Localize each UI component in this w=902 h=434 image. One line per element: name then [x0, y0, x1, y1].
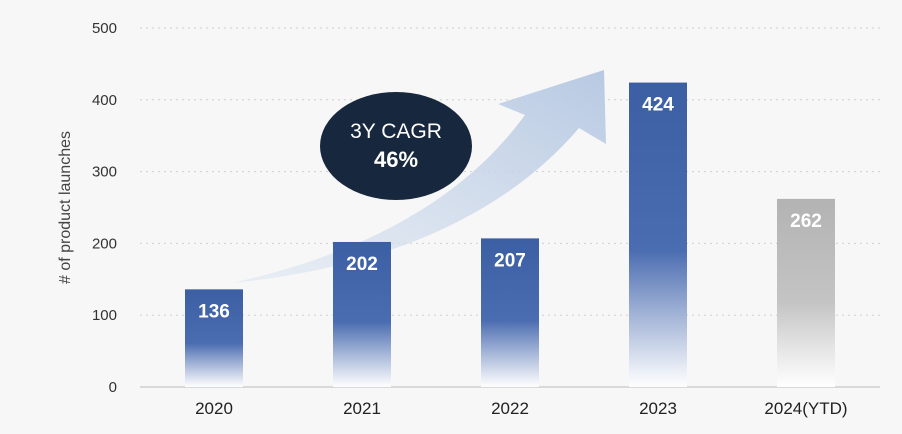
y-axis-ticks: 0 100 200 300 400 500 [92, 20, 117, 396]
y-tick-label: 400 [92, 92, 117, 109]
cagr-label: 3Y CAGR [350, 120, 442, 143]
y-tick-label: 300 [92, 164, 117, 181]
growth-arrow [232, 70, 606, 283]
y-tick-label: 0 [109, 379, 117, 396]
y-tick-label: 500 [92, 20, 117, 37]
cagr-annotation: 3Y CAGR 46% [320, 92, 472, 200]
data-label: 207 [494, 250, 526, 271]
data-label: 202 [346, 254, 378, 275]
x-tick-label: 2023 [639, 399, 677, 418]
x-tick-label: 2020 [195, 399, 233, 418]
y-tick-label: 200 [92, 235, 117, 252]
cagr-bubble [320, 92, 472, 200]
y-tick-label: 100 [92, 307, 117, 324]
bar-2020 [185, 289, 243, 387]
x-tick-label: 2021 [343, 399, 381, 418]
bar-2021 [333, 241, 391, 387]
x-tick-label: 2022 [491, 399, 529, 418]
growth-arrow-body [232, 70, 606, 283]
x-tick-label: 2024(YTD) [764, 399, 847, 418]
cagr-value: 46% [374, 147, 418, 172]
bar-2024-ytd- [777, 198, 835, 387]
bars [185, 82, 835, 388]
bar-2023 [629, 82, 687, 388]
data-label: 424 [642, 95, 674, 116]
data-label: 262 [790, 211, 822, 232]
x-axis-ticks: 2020 2021 2022 2023 2024(YTD) [195, 399, 847, 418]
data-label: 136 [198, 301, 230, 322]
data-labels: 136 202 207 424 262 [198, 95, 822, 323]
bar-2022 [481, 238, 539, 387]
y-axis-title: # of product launches [57, 131, 74, 284]
